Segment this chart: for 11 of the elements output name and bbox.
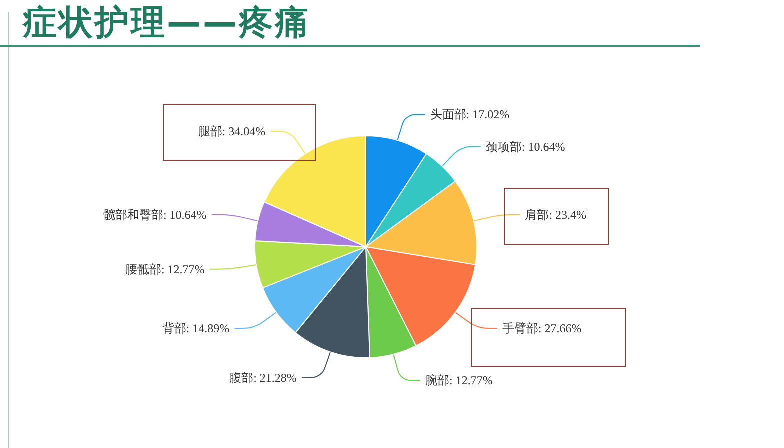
slice-label: 手臂部: 27.66% (502, 322, 582, 336)
slice-label: 肩部: 23.4% (525, 208, 587, 222)
slice-label: 背部: 14.89% (162, 322, 230, 336)
slice-label: 腰骶部: 12.77% (125, 262, 205, 276)
slice-label: 颈项部: 10.64% (486, 140, 566, 154)
chart-title: 症状护理——疼痛 (23, 3, 311, 43)
slice-label: 髋部和臀部: 10.64% (103, 208, 207, 222)
slice-label: 头面部: 17.02% (430, 108, 510, 122)
slice-label: 腕部: 12.77% (426, 374, 493, 388)
slice-label: 腿部: 34.04% (198, 124, 266, 138)
slice-label: 腹部: 21.28% (230, 370, 297, 385)
